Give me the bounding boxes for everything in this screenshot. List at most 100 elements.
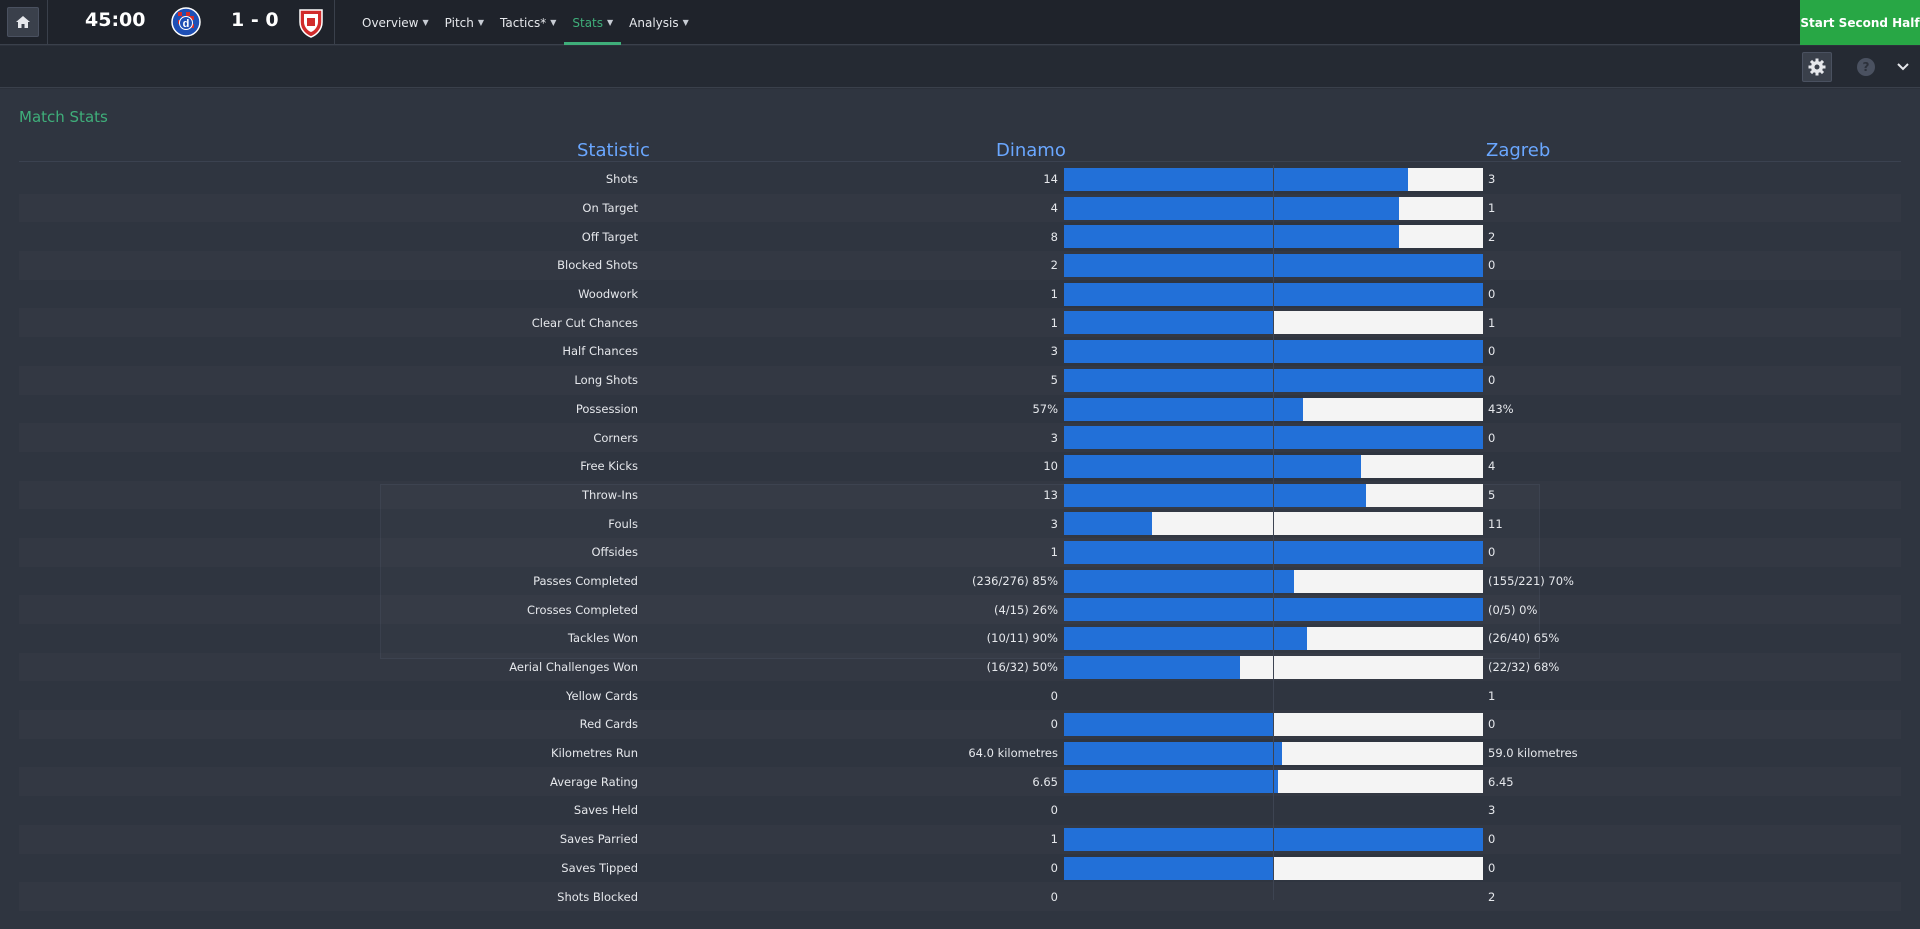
stat-label: Blocked Shots: [557, 258, 638, 273]
stat-row: Tackles Won (10/11) 90% (26/40) 65%: [19, 624, 1901, 653]
stat-row: Yellow Cards 0 1: [19, 681, 1901, 710]
away-value: (0/5) 0%: [1488, 602, 1538, 617]
help-icon[interactable]: ?: [1857, 58, 1875, 76]
stat-label: Aerial Challenges Won: [509, 660, 638, 675]
away-value: 3: [1488, 172, 1496, 187]
home-bar-fill: [1064, 397, 1303, 421]
toolbar: ?: [0, 46, 1920, 88]
stat-row: Crosses Completed (4/15) 26% (0/5) 0%: [19, 595, 1901, 624]
stat-row: Fouls 3 11: [19, 509, 1901, 538]
stat-label: Half Chances: [562, 344, 638, 359]
stat-row: Saves Held 0 3: [19, 796, 1901, 825]
stat-label: Free Kicks: [580, 459, 638, 474]
stat-row: Shots Blocked 0 2: [19, 882, 1901, 911]
nav-analysis[interactable]: Analysis ▼: [621, 0, 697, 45]
stat-row: Throw-Ins 13 5: [19, 481, 1901, 510]
home-value: 1: [1050, 545, 1058, 560]
home-bar-fill: [1064, 512, 1152, 536]
stat-label: Corners: [593, 430, 638, 445]
away-value: 1: [1488, 201, 1496, 216]
home-value: 3: [1050, 344, 1058, 359]
stat-row: Free Kicks 10 4: [19, 452, 1901, 481]
home-bar-fill: [1064, 856, 1274, 880]
stat-row: Possession 57% 43%: [19, 395, 1901, 424]
stat-row: Aerial Challenges Won (16/32) 50% (22/32) …: [19, 653, 1901, 682]
away-value: 11: [1488, 516, 1503, 531]
stat-row: Red Cards 0 0: [19, 710, 1901, 739]
away-value: 0: [1488, 545, 1496, 560]
home-value: 64.0 kilometres: [968, 746, 1058, 761]
home-team-crest[interactable]: d: [171, 6, 201, 38]
nav-label: Pitch: [444, 15, 474, 30]
away-value: 0: [1488, 373, 1496, 388]
home-value: 1: [1050, 287, 1058, 302]
chevron-down-icon: ▼: [607, 18, 614, 27]
nav-pitch[interactable]: Pitch ▼: [437, 0, 492, 45]
stat-label: Woodwork: [578, 287, 638, 302]
home-value: 0: [1050, 803, 1058, 818]
away-value: (26/40) 65%: [1488, 631, 1560, 646]
column-header-away: Zagreb: [1486, 140, 1551, 161]
away-value: 6.45: [1488, 774, 1514, 789]
home-bar-fill: [1064, 311, 1274, 335]
home-value: 1: [1050, 832, 1058, 847]
pitch-background: [380, 484, 1540, 659]
home-crest-letter: d: [183, 18, 190, 30]
home-bar-fill: [1064, 483, 1366, 507]
home-value: 5: [1050, 373, 1058, 388]
column-header-statistic: Statistic: [577, 140, 650, 161]
away-value: 2: [1488, 229, 1496, 244]
home-icon: [16, 16, 30, 28]
away-value: 3: [1488, 803, 1496, 818]
away-value: 0: [1488, 832, 1496, 847]
away-value: 0: [1488, 717, 1496, 732]
away-value: 59.0 kilometres: [1488, 746, 1578, 761]
stat-row: Saves Parried 1 0: [19, 825, 1901, 854]
home-bar-fill: [1064, 569, 1294, 593]
nav-tactics[interactable]: Tactics* ▼: [492, 0, 564, 45]
away-team-crest[interactable]: [296, 6, 326, 38]
match-clock: 45:00: [85, 9, 146, 31]
nav-label: Tactics*: [500, 15, 547, 30]
panel-title: Match Stats: [19, 108, 108, 126]
nav-overview[interactable]: Overview ▼: [354, 0, 437, 45]
stat-row: Passes Completed (236/276) 85% (155/221) 7…: [19, 567, 1901, 596]
home-button[interactable]: [7, 7, 39, 37]
home-value: 13: [1043, 487, 1058, 502]
home-value: 8: [1050, 229, 1058, 244]
away-value: 0: [1488, 344, 1496, 359]
home-value: 2: [1050, 258, 1058, 273]
home-value: 0: [1050, 889, 1058, 904]
stat-row: Off Target 8 2: [19, 222, 1901, 251]
column-header-home: Dinamo: [996, 140, 1066, 161]
start-second-half-button[interactable]: Start Second Half: [1800, 0, 1920, 45]
home-value: 14: [1043, 172, 1058, 187]
home-value: 1: [1050, 315, 1058, 330]
away-value: 2: [1488, 889, 1496, 904]
home-value: (4/15) 26%: [993, 602, 1058, 617]
stat-row: Kilometres Run 64.0 kilometres 59.0 kilome…: [19, 739, 1901, 768]
away-value: 4: [1488, 459, 1496, 474]
stats-table: Shots 14 3 On Target 4 1 Off Target 8 2 Blocked S…: [19, 165, 1901, 911]
stat-label: Shots: [605, 172, 638, 187]
stat-row: Saves Tipped 0 0: [19, 854, 1901, 883]
home-value: 0: [1050, 860, 1058, 875]
home-value: 0: [1050, 688, 1058, 703]
stat-label: Offsides: [591, 545, 638, 560]
settings-button[interactable]: [1802, 52, 1832, 82]
chevron-down-icon[interactable]: [1896, 58, 1910, 76]
away-value: (155/221) 70%: [1488, 573, 1574, 588]
stat-label: Red Cards: [579, 717, 638, 732]
nav-label: Stats: [572, 15, 604, 30]
stat-label: On Target: [582, 201, 638, 216]
stat-row: On Target 4 1: [19, 194, 1901, 223]
stat-label: Saves Held: [573, 803, 638, 818]
stat-row: Average Rating 6.65 6.45: [19, 767, 1901, 796]
home-value: 57%: [1032, 401, 1058, 416]
home-bar-fill: [1064, 770, 1278, 794]
stat-label: Possession: [575, 401, 638, 416]
stat-label: Tackles Won: [567, 631, 638, 646]
stat-label: Yellow Cards: [566, 688, 638, 703]
nav-stats[interactable]: Stats ▼: [564, 0, 621, 45]
home-bar-fill: [1064, 713, 1274, 737]
